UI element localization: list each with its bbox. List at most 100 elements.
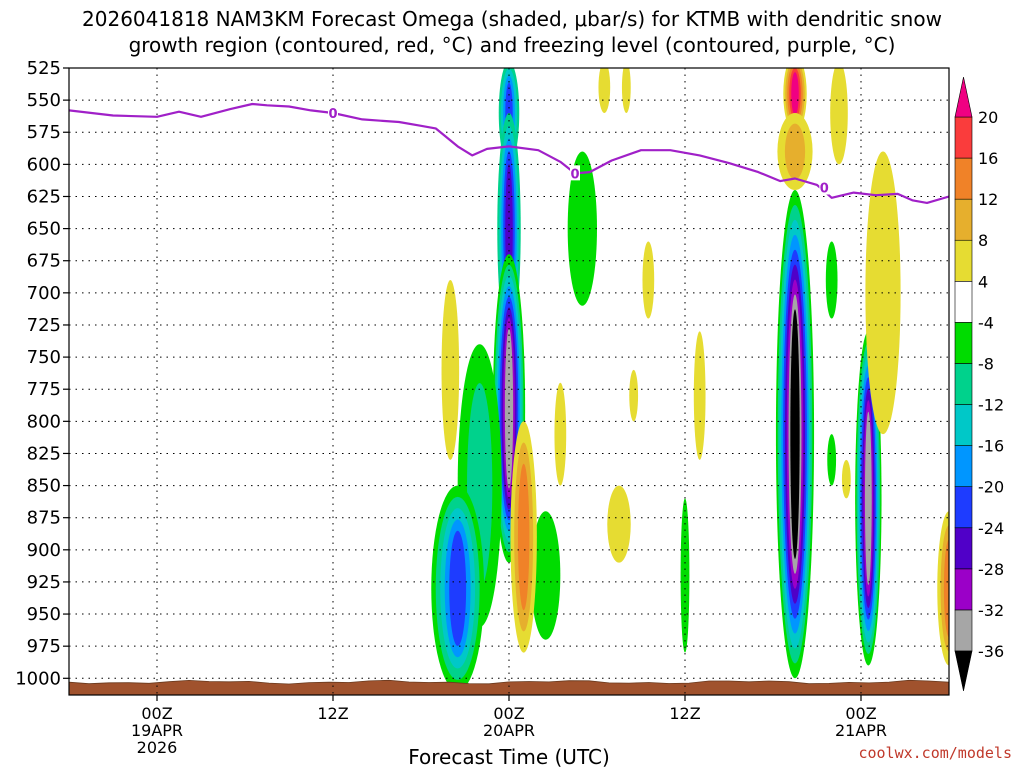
colorbar-tick-label: 16 bbox=[978, 149, 998, 168]
y-tick-label: 875 bbox=[27, 508, 61, 529]
omega-contour-band bbox=[864, 411, 872, 586]
colorbar-tick-label: -12 bbox=[978, 396, 1004, 415]
omega-feature bbox=[830, 68, 848, 165]
omega-feature bbox=[825, 241, 838, 319]
y-tick-label: 525 bbox=[27, 58, 61, 79]
x-tick-label: 2026 bbox=[137, 738, 178, 757]
omega-contour-band bbox=[554, 382, 567, 486]
colorbar-tick-label: 12 bbox=[978, 190, 998, 209]
colorbar-band bbox=[954, 281, 973, 323]
x-tick-label: 19APR bbox=[131, 721, 183, 740]
omega-feature bbox=[431, 485, 485, 692]
y-tick-label: 725 bbox=[27, 315, 61, 336]
omega-contour-band bbox=[865, 151, 901, 435]
omega-contour-band bbox=[567, 151, 597, 306]
omega-contour-band bbox=[841, 459, 851, 499]
omega-contour-band bbox=[791, 72, 799, 116]
colorbar-tick-label: -4 bbox=[978, 313, 994, 332]
y-tick-label: 925 bbox=[27, 572, 61, 593]
freezing-level-label-bg bbox=[328, 104, 338, 120]
y-tick-label: 900 bbox=[27, 540, 61, 561]
colorbar-band bbox=[954, 157, 973, 200]
colorbar-band bbox=[954, 239, 973, 282]
x-tick-label: 21APR bbox=[835, 721, 887, 740]
colorbar-tick-label: -28 bbox=[978, 560, 1004, 579]
colorbar-tick-label: -8 bbox=[978, 354, 994, 373]
x-tick-label: 00Z bbox=[141, 704, 172, 723]
chart-title: 2026041818 NAM3KM Forecast Omega (shaded… bbox=[82, 7, 942, 57]
colorbar-band bbox=[954, 609, 973, 652]
colorbar-band bbox=[954, 198, 973, 241]
colorbar-band bbox=[954, 445, 973, 487]
y-tick-label: 750 bbox=[27, 347, 61, 368]
colorbar-tick-label: 4 bbox=[978, 272, 988, 291]
y-tick-label: 650 bbox=[27, 219, 61, 240]
colorbar-band bbox=[954, 486, 973, 529]
omega-feature bbox=[841, 459, 851, 499]
freezing-level-label-bg bbox=[570, 165, 580, 181]
omega-contour-band bbox=[827, 434, 837, 486]
omega-feature bbox=[607, 485, 631, 563]
omega-contour-band bbox=[790, 309, 800, 559]
colorbar-tick-label: -20 bbox=[978, 478, 1004, 497]
omega-contour-band bbox=[825, 241, 838, 319]
omega-contour-band bbox=[607, 485, 631, 563]
y-tick-label: 575 bbox=[27, 122, 61, 143]
colorbar-band bbox=[954, 527, 973, 570]
omega-feature bbox=[865, 151, 901, 435]
colorbar-tick-label: -16 bbox=[978, 437, 1004, 456]
y-axis: 525 550 575 600 625 650 675 700 725 750 775 800 825 8… bbox=[15, 58, 69, 689]
omega-contour-band bbox=[504, 328, 514, 489]
omega-feature bbox=[827, 434, 837, 486]
omega-feature bbox=[621, 68, 631, 113]
x-tick-label: 20APR bbox=[483, 721, 535, 740]
x-axis-title: Forecast Time (UTC) bbox=[408, 745, 610, 768]
y-tick-label: 850 bbox=[27, 476, 61, 497]
omega-contour-band bbox=[598, 68, 611, 113]
omega-contour-band bbox=[784, 123, 806, 180]
y-tick-label: 625 bbox=[27, 186, 61, 207]
x-tick-label: 00Z bbox=[493, 704, 524, 723]
colorbar-min-arrow bbox=[954, 650, 973, 692]
freezing-level-layer: 0 0 0 bbox=[69, 102, 949, 204]
omega-contour-band bbox=[943, 539, 949, 638]
colorbar-tick-label: -32 bbox=[978, 601, 1004, 620]
omega-contour-band bbox=[830, 68, 848, 165]
colorbar: -36 -32 -28 -24 -20 -16 -12 -8 -4 4 8 12 16 20 bbox=[954, 76, 1004, 692]
omega-feature bbox=[567, 151, 597, 306]
omega-feature bbox=[510, 421, 537, 653]
y-tick-label: 950 bbox=[27, 604, 61, 625]
omega-shaded-field bbox=[431, 68, 949, 692]
colorbar-tick-label: -24 bbox=[978, 519, 1004, 538]
freezing-level-label: 0 bbox=[570, 167, 579, 182]
omega-contour-band bbox=[629, 369, 639, 422]
omega-feature bbox=[775, 190, 815, 679]
terrain-layer bbox=[69, 679, 949, 695]
y-tick-label: 700 bbox=[27, 283, 61, 304]
omega-contour-band bbox=[449, 530, 467, 646]
x-tick-label: 00Z bbox=[845, 704, 876, 723]
y-tick-label: 800 bbox=[27, 411, 61, 432]
colorbar-band bbox=[954, 116, 973, 159]
omega-contour-band bbox=[531, 511, 561, 640]
chart-title-line-2: growth region (contoured, red, °C) and f… bbox=[129, 33, 896, 57]
y-tick-label: 1000 bbox=[15, 668, 61, 689]
colorbar-band bbox=[954, 322, 973, 364]
omega-feature bbox=[855, 331, 882, 666]
colorbar-max-arrow bbox=[954, 76, 973, 118]
omega-feature bbox=[441, 279, 460, 460]
omega-contour-band bbox=[642, 241, 655, 319]
colorbar-tick-label: 20 bbox=[978, 108, 998, 127]
y-tick-label: 675 bbox=[27, 251, 61, 272]
terrain-surface bbox=[69, 679, 949, 695]
omega-feature bbox=[642, 241, 655, 319]
x-tick-label: 12Z bbox=[669, 704, 700, 723]
colorbar-tick-label: -36 bbox=[978, 642, 1004, 661]
chart-title-line-1: 2026041818 NAM3KM Forecast Omega (shaded… bbox=[82, 7, 942, 31]
freezing-level-label-bg bbox=[819, 179, 830, 195]
omega-feature bbox=[629, 369, 639, 422]
colorbar-band bbox=[954, 404, 973, 446]
omega-feature bbox=[531, 511, 561, 640]
y-tick-label: 975 bbox=[27, 636, 61, 657]
